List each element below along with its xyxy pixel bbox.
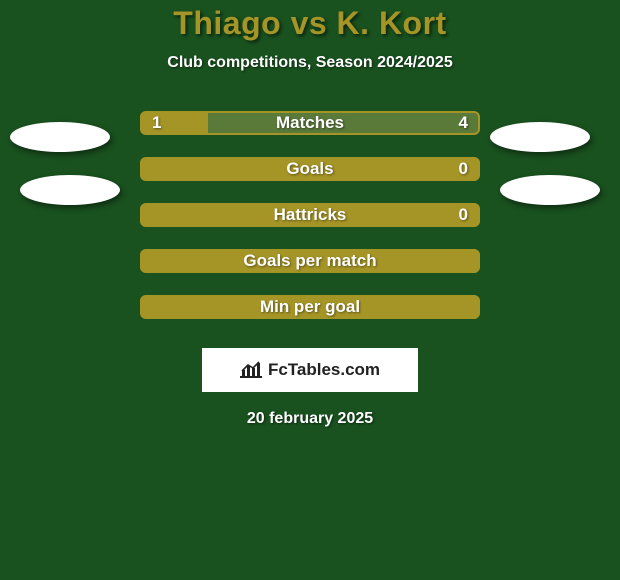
- bar-fill: [140, 157, 480, 181]
- stats-rows: Matches14Goals0Hattricks0Goals per match…: [0, 100, 620, 330]
- stat-bar: Goals per match: [140, 249, 480, 273]
- stat-value-right: 4: [459, 113, 468, 133]
- watermark-icon: [240, 360, 262, 380]
- stat-bar: Matches14: [140, 111, 480, 135]
- stat-row: Goals0: [0, 146, 620, 192]
- bar-fill: [140, 249, 480, 273]
- chart-subtitle: Club competitions, Season 2024/2025: [0, 54, 620, 72]
- chart-date: 20 february 2025: [0, 410, 620, 428]
- stat-row: Goals per match: [0, 238, 620, 284]
- stat-bar: Hattricks0: [140, 203, 480, 227]
- stat-value-right: 0: [459, 159, 468, 179]
- bar-right-fill: [208, 111, 480, 135]
- stat-row: Matches14: [0, 100, 620, 146]
- stat-value-right: 0: [459, 205, 468, 225]
- stat-bar: Goals0: [140, 157, 480, 181]
- bar-left-fill: [140, 111, 208, 135]
- bar-fill: [140, 295, 480, 319]
- stat-row: Hattricks0: [0, 192, 620, 238]
- stat-bar: Min per goal: [140, 295, 480, 319]
- watermark: FcTables.com: [202, 348, 418, 392]
- bar-fill: [140, 203, 480, 227]
- chart-title: Thiago vs K. Kort: [0, 5, 620, 42]
- watermark-text: FcTables.com: [268, 360, 380, 380]
- chart-container: Thiago vs K. Kort Club competitions, Sea…: [0, 0, 620, 580]
- stat-value-left: 1: [152, 113, 161, 133]
- stat-row: Min per goal: [0, 284, 620, 330]
